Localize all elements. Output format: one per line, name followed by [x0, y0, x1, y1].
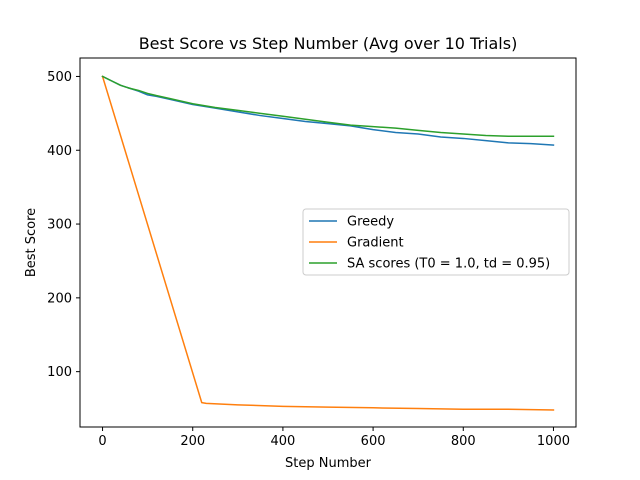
chart-title: Best Score vs Step Number (Avg over 10 T…	[139, 34, 518, 53]
axis-ticks: 0 200 400 600 800 1000 100 200 300 400 500	[47, 70, 570, 449]
x-tick-label: 400	[270, 434, 295, 449]
x-tick-label: 200	[180, 434, 205, 449]
y-tick-label: 400	[47, 144, 72, 159]
legend-label-1: Greedy	[347, 215, 394, 230]
y-axis-label: Best Score	[24, 208, 39, 277]
y-tick-label: 300	[47, 218, 72, 233]
x-tick-label: 1000	[537, 434, 570, 449]
x-tick-label: 0	[98, 434, 106, 449]
y-tick-label: 200	[47, 291, 72, 306]
x-tick-label: 800	[451, 434, 476, 449]
series-line-2	[101, 75, 555, 411]
legend: Greedy Gradient SA scores (T0 = 1.0, td = …	[302, 208, 570, 276]
legend-label-3: SA scores (T0 = 1.0, td = 0.95)	[347, 257, 550, 272]
x-axis-label: Step Number	[285, 456, 372, 471]
x-tick-label: 600	[361, 434, 386, 449]
series-line-3	[101, 75, 555, 137]
series-group	[101, 75, 555, 411]
axes-frame	[79, 57, 577, 428]
y-tick-label: 100	[47, 365, 72, 380]
y-tick-label: 500	[47, 70, 72, 85]
legend-label-2: Gradient	[347, 236, 404, 251]
legend-box	[302, 208, 570, 276]
